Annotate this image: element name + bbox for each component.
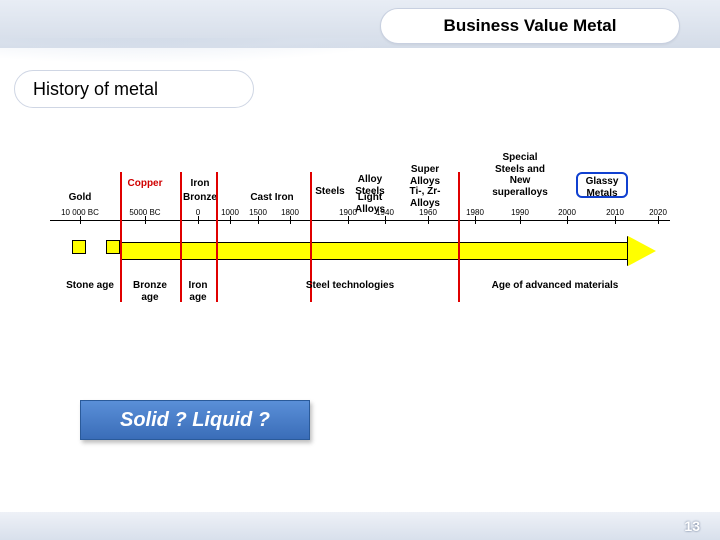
timeline-top-label: Ti-, Zr-Alloys — [410, 186, 441, 209]
tick-label: 1500 — [249, 208, 267, 217]
timeline-top-label: LightAlloys — [355, 192, 385, 215]
tick-mark — [567, 216, 568, 224]
tick-label: 0 — [196, 208, 200, 217]
tick-mark — [258, 216, 259, 224]
timeline-top-label: Cast Iron — [250, 192, 293, 204]
timeline-era-label: Steel technologies — [306, 280, 394, 292]
tick-mark — [80, 216, 81, 224]
tick-mark — [348, 216, 349, 224]
timeline-diagram: 10 000 BC5000 BC010001500180019001940196… — [50, 150, 670, 360]
footer-bar — [0, 512, 720, 540]
timeline-top-label: Steels — [315, 186, 344, 198]
tick-label: 2020 — [649, 208, 667, 217]
highlight-box — [576, 172, 628, 198]
tick-mark — [145, 216, 146, 224]
timeline-top-label: Copper — [128, 178, 163, 190]
tick-label: 1960 — [419, 208, 437, 217]
tick-mark — [428, 216, 429, 224]
tick-mark — [198, 216, 199, 224]
tick-mark — [658, 216, 659, 224]
page-number: 13 — [684, 518, 700, 534]
tick-mark — [520, 216, 521, 224]
timeline-era-label: Ironage — [189, 280, 208, 303]
page-title: Business Value Metal — [380, 8, 680, 44]
era-divider — [120, 172, 122, 302]
era-divider — [180, 172, 182, 302]
tick-label: 2000 — [558, 208, 576, 217]
timeline-era-label: Bronzeage — [133, 280, 167, 303]
tick-label: 10 000 BC — [61, 208, 99, 217]
era-divider — [458, 172, 460, 302]
era-divider — [216, 172, 218, 302]
section-subtitle-text: History of metal — [33, 79, 158, 100]
timeline-axis — [50, 220, 670, 221]
tick-mark — [475, 216, 476, 224]
arrow-head-icon — [628, 236, 656, 266]
timeline-arrow — [50, 236, 670, 266]
tick-label: 1990 — [511, 208, 529, 217]
tick-label: 1980 — [466, 208, 484, 217]
timeline-era-label: Age of advanced materials — [492, 280, 619, 292]
tick-label: 5000 BC — [129, 208, 160, 217]
tick-label: 1000 — [221, 208, 239, 217]
timeline-top-label: Gold — [69, 192, 92, 204]
timeline-era-label: Stone age — [66, 280, 114, 292]
tick-label: 2010 — [606, 208, 624, 217]
tick-label: 1800 — [281, 208, 299, 217]
tick-mark — [290, 216, 291, 224]
timeline-top-label: SuperAlloys — [410, 164, 440, 187]
solid-liquid-button[interactable]: Solid ? Liquid ? — [80, 400, 310, 440]
yellow-marker — [72, 240, 86, 254]
tick-mark — [230, 216, 231, 224]
timeline-top-label: SpecialSteels andNewsuperalloys — [492, 152, 548, 198]
page-title-text: Business Value Metal — [444, 16, 617, 36]
yellow-marker — [106, 240, 120, 254]
tick-mark — [385, 216, 386, 224]
section-subtitle: History of metal — [14, 70, 254, 108]
arrow-shaft — [120, 242, 628, 260]
tick-mark — [615, 216, 616, 224]
solid-liquid-label: Solid ? Liquid ? — [120, 409, 270, 432]
timeline-top-label: Bronze — [183, 192, 217, 204]
timeline-top-label: Iron — [191, 178, 210, 190]
